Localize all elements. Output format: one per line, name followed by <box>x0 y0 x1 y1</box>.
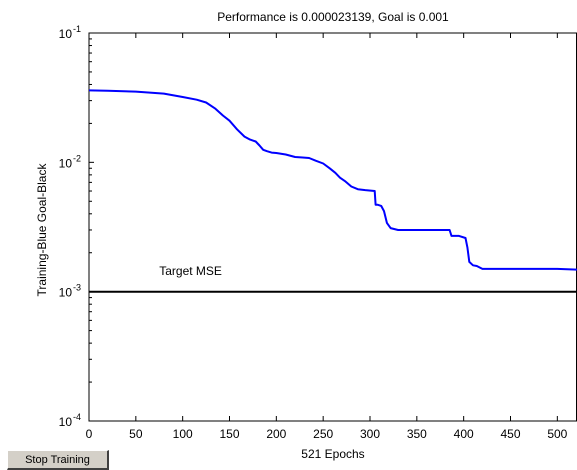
x-tick-label: 50 <box>129 427 143 441</box>
x-tick-label: 300 <box>360 427 380 441</box>
x-tick-label: 250 <box>313 427 333 441</box>
x-tick-label: 150 <box>219 427 239 441</box>
chart-title: Performance is 0.000023139, Goal is 0.00… <box>217 10 449 24</box>
y-tick-label: 10 <box>59 415 73 429</box>
x-axis-label: 521 Epochs <box>301 447 364 461</box>
y-tick-label: 10 <box>59 156 73 170</box>
plot-area <box>88 32 577 422</box>
y-tick-exponent: -1 <box>73 24 81 34</box>
x-tick-label: 200 <box>266 427 286 441</box>
y-tick-label: 10 <box>59 27 73 41</box>
x-tick-label: 450 <box>500 427 520 441</box>
stop-training-button[interactable]: Stop Training <box>7 450 109 470</box>
target-mse-label: Target MSE <box>159 264 222 278</box>
x-tick-label: 500 <box>547 427 567 441</box>
y-tick-exponent: -2 <box>73 153 81 163</box>
y-axis-label: Training-Blue Goal-Black <box>35 163 49 297</box>
x-tick-label: 100 <box>173 427 193 441</box>
x-tick-label: 0 <box>86 427 93 441</box>
y-tick-exponent: -3 <box>73 283 81 293</box>
y-tick-exponent: -4 <box>73 412 81 422</box>
series-line-training <box>88 89 577 271</box>
y-tick-label: 10 <box>59 286 73 300</box>
x-tick-label: 400 <box>454 427 474 441</box>
x-tick-label: 350 <box>407 427 427 441</box>
